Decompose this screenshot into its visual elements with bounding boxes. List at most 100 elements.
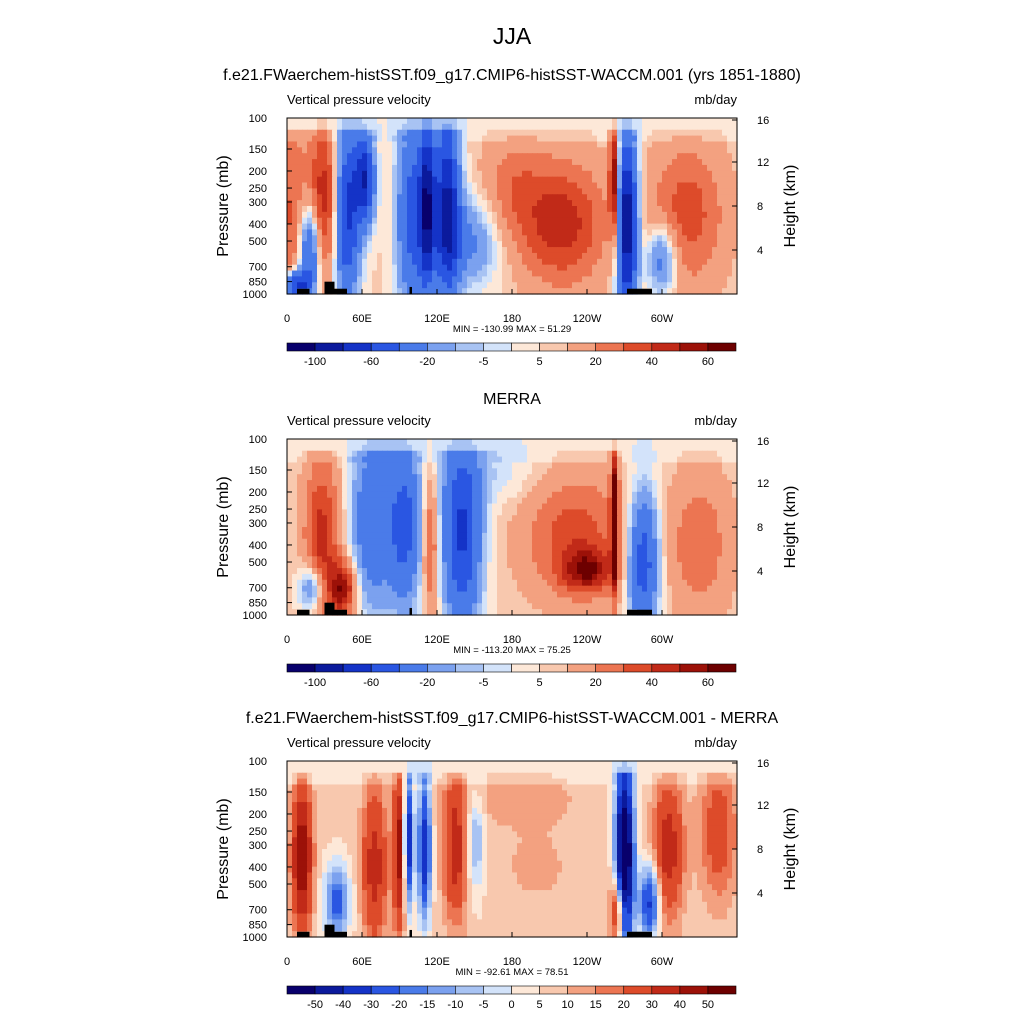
heatmap-cell	[672, 223, 678, 231]
heatmap-cell	[512, 270, 518, 277]
heatmap-cell	[577, 247, 583, 254]
heatmap-cell	[532, 223, 538, 231]
heatmap-cell	[287, 235, 293, 242]
heatmap-cell	[307, 241, 313, 248]
panel-left-label: Vertical pressure velocity	[287, 413, 431, 428]
heatmap-cell	[662, 444, 668, 452]
heatmap-cell	[497, 485, 503, 493]
heatmap-cell	[587, 147, 593, 154]
heatmap-cell	[352, 129, 358, 137]
heatmap-cell	[507, 153, 513, 160]
heatmap-cell	[452, 258, 458, 266]
heatmap-cell	[482, 252, 488, 260]
heatmap-cell	[692, 129, 698, 137]
heatmap-cell	[312, 188, 318, 195]
heatmap-cell	[482, 474, 488, 481]
heatmap-cell	[712, 159, 718, 166]
heatmap-cell	[407, 223, 413, 231]
heatmap-cell	[442, 223, 448, 231]
heatmap-cell	[697, 229, 703, 236]
heatmap-cell	[392, 258, 398, 266]
heatmap-cell	[557, 515, 563, 522]
heatmap-cell	[592, 258, 598, 266]
heatmap-cell	[577, 252, 583, 260]
heatmap-cell	[682, 474, 688, 481]
heatmap-cell	[322, 153, 328, 160]
heatmap-cell	[612, 217, 618, 225]
heatmap-cell	[727, 474, 733, 481]
heatmap-cell	[372, 497, 378, 505]
heatmap-cell	[472, 153, 478, 160]
heatmap-cell	[647, 194, 653, 201]
heatmap-cell	[707, 568, 713, 575]
heatmap-cell	[477, 439, 483, 446]
heatmap-cell	[582, 241, 588, 248]
heatmap-cell	[632, 485, 638, 493]
heatmap-cell	[522, 188, 528, 195]
heatmap-cell	[292, 538, 298, 546]
heatmap-cell	[437, 118, 443, 125]
heatmap-cell	[577, 118, 583, 125]
heatmap-cell	[602, 194, 608, 201]
heatmap-cell	[312, 252, 318, 260]
heatmap-cell	[492, 164, 498, 172]
heatmap-cell	[317, 206, 323, 213]
heatmap-cell	[467, 153, 473, 160]
heatmap-cell	[537, 247, 543, 254]
heatmap-cell	[482, 135, 488, 143]
heatmap-cell	[607, 200, 613, 207]
heatmap-cell	[417, 247, 423, 254]
heatmap-cell	[457, 462, 463, 469]
heatmap-cell	[327, 252, 333, 260]
heatmap-cell	[577, 141, 583, 148]
heatmap-cell	[337, 188, 343, 195]
heatmap-cell	[312, 532, 318, 540]
heatmap-cell	[552, 129, 558, 137]
heatmap-cell	[682, 556, 688, 563]
heatmap-cell	[537, 550, 543, 557]
heatmap-cell	[717, 229, 723, 236]
heatmap-cell	[507, 491, 513, 499]
heatmap-cell	[592, 217, 598, 225]
heatmap-cell	[592, 235, 598, 242]
heatmap-cell	[542, 241, 548, 248]
heatmap-cell	[637, 217, 643, 225]
heatmap-cell	[497, 264, 503, 272]
heatmap-cell	[402, 164, 408, 172]
heatmap-cell	[322, 217, 328, 225]
heatmap-cell	[352, 288, 358, 295]
heatmap-cell	[532, 509, 538, 516]
heatmap-cell	[532, 153, 538, 160]
heatmap-cell	[397, 439, 403, 446]
heatmap-cell	[707, 462, 713, 469]
heatmap-cell	[302, 176, 308, 184]
heatmap-cell	[297, 444, 303, 452]
heatmap-cell	[492, 532, 498, 540]
heatmap-cell	[582, 550, 588, 557]
heatmap-cell	[357, 129, 363, 137]
heatmap-cell	[687, 252, 693, 260]
heatmap-cell	[662, 176, 668, 184]
heatmap-cell	[292, 579, 298, 587]
heatmap-cell	[297, 247, 303, 254]
heatmap-cell	[617, 485, 623, 493]
heatmap-cell	[427, 159, 433, 166]
heatmap-cell	[572, 462, 578, 469]
heatmap-cell	[617, 527, 623, 534]
heatmap-cell	[487, 462, 493, 469]
heatmap-cell	[417, 544, 423, 552]
heatmap-cell	[697, 211, 703, 219]
heatmap-cell	[407, 468, 413, 475]
heatmap-cell	[457, 579, 463, 587]
heatmap-cell	[402, 194, 408, 201]
heatmap-cell	[667, 258, 673, 266]
heatmap-cell	[442, 159, 448, 166]
heatmap-cell	[377, 503, 383, 510]
heatmap-cell	[582, 288, 588, 295]
heatmap-cell	[602, 532, 608, 540]
heatmap-cell	[492, 480, 498, 487]
heatmap-cell	[367, 497, 373, 505]
heatmap-cell	[632, 223, 638, 231]
heatmap-cell	[392, 217, 398, 225]
heatmap-cell	[502, 521, 508, 528]
